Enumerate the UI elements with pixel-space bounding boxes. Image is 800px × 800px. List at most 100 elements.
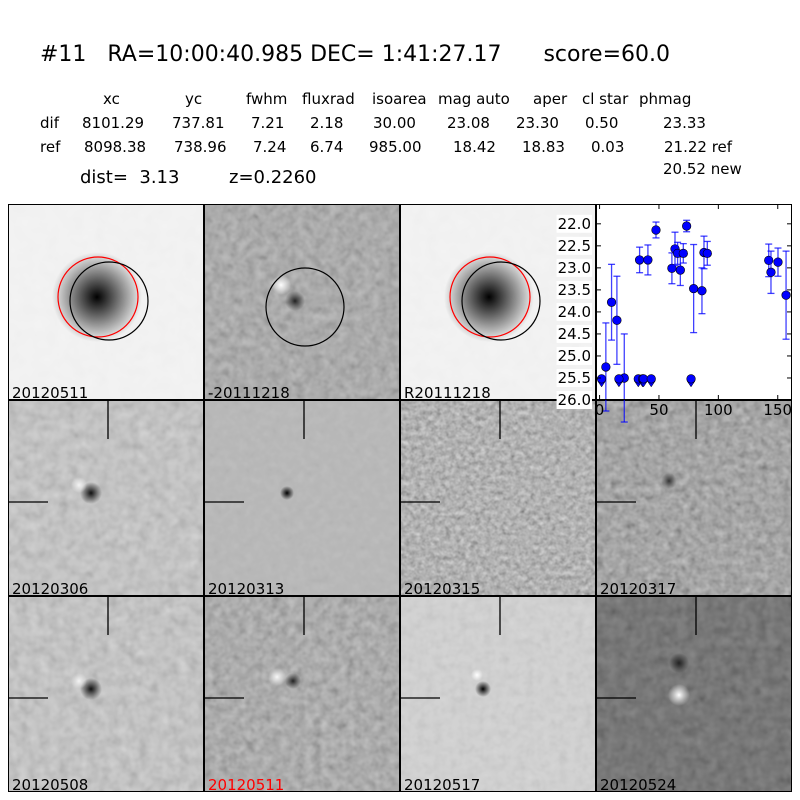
black-aperture-circle (461, 261, 541, 341)
table-cell: 8098.38 (84, 138, 147, 156)
redshift-value: z=0.2260 (229, 167, 317, 188)
image-stamp[interactable]: 20120511 (8, 204, 204, 400)
black-aperture-circle (69, 261, 149, 341)
image-stamp[interactable]: 20120306 (8, 400, 204, 596)
table-cell: 6.74 (310, 138, 344, 156)
data-point (773, 247, 783, 277)
stamp-date-label: 20120524 (600, 776, 677, 792)
stamp-date-label: R20111218 (404, 384, 491, 400)
dist-value: dist= 3.13 (80, 167, 180, 188)
source-blob (271, 275, 291, 295)
table-cell: 23.08 (447, 114, 490, 132)
black-aperture-circle (265, 267, 345, 347)
data-point (606, 263, 617, 341)
data-point (766, 250, 776, 295)
data-point (682, 219, 692, 233)
table-cell: 0.03 (591, 138, 625, 156)
table-cell: 8101.29 (82, 114, 145, 132)
upper-limit-point (638, 374, 649, 388)
stamp-image (205, 205, 399, 399)
stamp-image (9, 401, 203, 595)
y-tick-label: 24.5 (558, 325, 591, 343)
column-header: phmag (639, 90, 692, 108)
stamp-image (401, 401, 595, 595)
upper-limit-point (596, 374, 607, 388)
data-point (689, 243, 699, 334)
image-stamp[interactable]: 20120317 (596, 400, 792, 596)
y-tick-label: 23.0 (558, 259, 591, 277)
source-blob (71, 673, 87, 689)
upper-limit-point (646, 374, 656, 388)
table-cell: 7.21 (251, 114, 285, 132)
data-point (678, 242, 688, 264)
table-cell: 985.00 (369, 138, 422, 156)
source-blob (668, 684, 690, 706)
x-tick-label: 0 (595, 401, 605, 419)
data-point (651, 221, 661, 239)
stamp-date-label: 20120306 (12, 580, 89, 596)
stamp-image (401, 205, 595, 399)
y-tick-label: 25.0 (558, 347, 591, 365)
y-tick-label: 22.0 (558, 215, 591, 233)
stamp-date-label: 20120517 (404, 776, 481, 792)
image-stamp[interactable]: R20111218 (400, 204, 596, 400)
row-label: dif (40, 114, 59, 132)
data-point (702, 240, 712, 266)
image-stamp[interactable]: 20120508 (8, 596, 204, 792)
x-tick-label: 100 (704, 401, 733, 419)
upper-limit-point (614, 374, 624, 388)
upper-limit-point (686, 374, 696, 388)
table-cell: 0.50 (585, 114, 619, 132)
column-header: isoarea (372, 90, 427, 108)
data-point (601, 322, 611, 412)
source-blob (285, 673, 301, 689)
image-stamp[interactable]: 20120511 (204, 596, 400, 792)
source-blob (280, 486, 294, 500)
row-label: ref (40, 138, 61, 156)
y-tick-label: 23.5 (558, 281, 591, 299)
y-tick-label: 22.5 (558, 237, 591, 255)
table-cell: 18.42 (453, 138, 496, 156)
x-tick-label: 150 (763, 401, 792, 419)
stamp-image (597, 597, 791, 791)
table-cell: 738.96 (174, 138, 227, 156)
data-point (643, 244, 653, 276)
data-point (634, 246, 645, 274)
image-stamp[interactable]: 20120315 (400, 400, 596, 596)
image-stamp[interactable]: -20111218 (204, 204, 400, 400)
table-cell: 7.24 (253, 138, 287, 156)
source-blob (471, 669, 483, 681)
stamp-date-label: 20120511 (208, 776, 285, 792)
image-stamp[interactable]: 20120517 (400, 596, 596, 792)
image-stamp[interactable]: 20120524 (596, 596, 792, 792)
column-header: aper (533, 90, 568, 108)
column-header: cl star (582, 90, 629, 108)
source-blob (285, 291, 305, 311)
table-cell: 21.22 ref (664, 138, 733, 156)
y-tick-label: 26.0 (558, 391, 591, 409)
source-blob (444, 252, 534, 342)
stamp-image (401, 597, 595, 791)
red-aperture-circle (57, 256, 139, 338)
image-stamp[interactable]: 20120313 (204, 400, 400, 596)
data-point (675, 254, 685, 287)
stamp-image (9, 205, 203, 399)
table-cell: 737.81 (172, 114, 225, 132)
y-tick-label: 25.5 (558, 369, 591, 387)
table-cell: 23.33 (663, 114, 706, 132)
data-point (612, 275, 622, 365)
column-header: xc (103, 90, 120, 108)
stamp-date-label: -20111218 (208, 384, 290, 400)
stamp-image (205, 597, 399, 791)
source-blob (475, 681, 491, 697)
table-cell: 23.30 (516, 114, 559, 132)
table-cell: 18.83 (522, 138, 565, 156)
source-blob (669, 653, 689, 673)
source-blob (71, 477, 87, 493)
stamp-date-label: 20120313 (208, 580, 285, 596)
data-point (781, 250, 791, 340)
figure-title: #11 RA=10:00:40.985 DEC= 1:41:27.17 scor… (40, 42, 670, 67)
column-header: fwhm (246, 90, 288, 108)
stamp-date-label: 20120508 (12, 776, 89, 792)
